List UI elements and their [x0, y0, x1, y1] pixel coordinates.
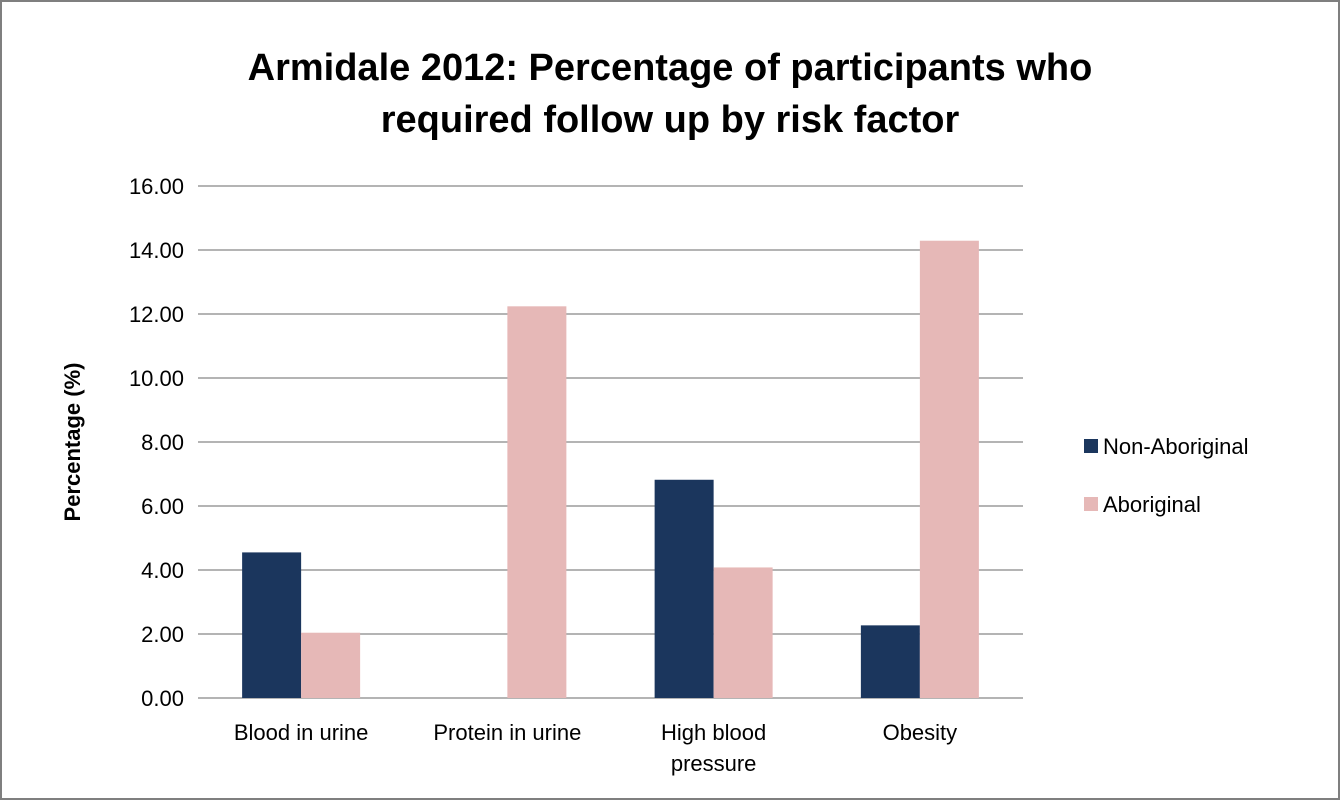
- y-tick-label: 2.00: [141, 622, 184, 647]
- bar-non-aboriginal-0: [242, 552, 302, 698]
- y-tick-label: 12.00: [129, 302, 184, 327]
- legend-label: Non-Aboriginal: [1103, 434, 1249, 459]
- bar-aboriginal-3: [919, 240, 979, 698]
- y-axis-ticks: 0.00 2.00 4.00 6.00 8.00 10.00 12.00 14.00 16.00: [129, 174, 184, 711]
- y-tick-label: 10.00: [129, 366, 184, 391]
- x-tick-label: High blood: [661, 720, 766, 745]
- chart-title-line-2: required follow up by risk factor: [381, 99, 960, 141]
- x-tick-label: Protein in urine: [433, 720, 581, 745]
- bars: [242, 240, 979, 698]
- legend-swatch: [1084, 497, 1098, 511]
- x-axis-labels: Blood in urine Protein in urine High blood…: [234, 720, 957, 776]
- legend-swatch: [1084, 439, 1098, 453]
- y-tick-label: 0.00: [141, 686, 184, 711]
- bar-aboriginal-0: [301, 632, 361, 698]
- bar-non-aboriginal-3: [860, 625, 920, 698]
- legend-label: Aboriginal: [1103, 492, 1201, 517]
- chart-title-line-1: Armidale 2012: Percentage of participant…: [248, 47, 1093, 89]
- x-tick-label: Blood in urine: [234, 720, 369, 745]
- bar-non-aboriginal-2: [654, 479, 714, 698]
- y-tick-label: 14.00: [129, 238, 184, 263]
- x-tick-label: pressure: [671, 751, 757, 776]
- y-axis-label: Percentage (%): [60, 363, 85, 522]
- y-tick-label: 4.00: [141, 558, 184, 583]
- y-tick-label: 6.00: [141, 494, 184, 519]
- y-tick-label: 8.00: [141, 430, 184, 455]
- bar-aboriginal-2: [713, 567, 773, 698]
- x-tick-label: Obesity: [883, 720, 958, 745]
- legend: Non-Aboriginal Aboriginal: [1084, 434, 1249, 517]
- y-tick-label: 16.00: [129, 174, 184, 199]
- bar-aboriginal-1: [507, 306, 567, 698]
